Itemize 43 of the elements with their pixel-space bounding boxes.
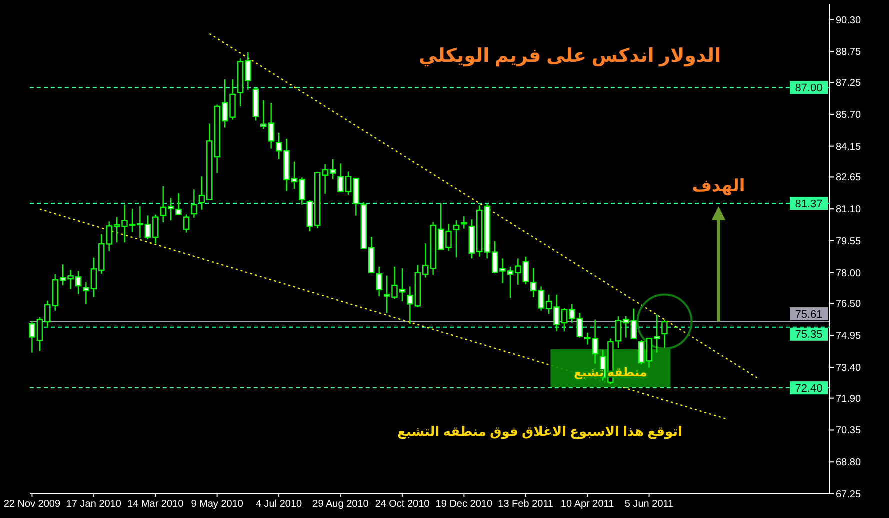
x-tick-label: 24 Oct 2010 <box>375 499 430 510</box>
ref-line-label: 75.35 <box>795 329 823 342</box>
y-tick-label: 70.35 <box>836 426 862 437</box>
y-tick-label: 81.10 <box>836 204 862 216</box>
y-tick-label: 79.55 <box>836 236 862 248</box>
y-tick-label: 90.30 <box>836 15 862 26</box>
candlestick <box>453 220 460 258</box>
x-tick-label: 4 Jul 2010 <box>256 499 303 510</box>
y-tick-label: 76.50 <box>836 299 862 310</box>
annotation: اتوقع هذا الاسبوع الاغلاق فوق منطقه التشبع <box>398 424 682 440</box>
ref-line-label: 87.00 <box>795 82 823 95</box>
y-tick-label: 85.70 <box>836 110 862 121</box>
x-tick-label: 14 Mar 2010 <box>128 499 184 510</box>
x-tick-label: 19 Dec 2010 <box>436 499 493 510</box>
y-tick-label: 88.75 <box>836 47 862 58</box>
candlestick <box>576 312 583 338</box>
candlestick <box>662 319 668 349</box>
y-tick-label: 71.90 <box>836 394 862 405</box>
x-tick-label: 29 Aug 2010 <box>312 499 370 510</box>
x-tick-label: 17 Jan 2010 <box>66 499 122 510</box>
y-tick-label: 87.25 <box>836 78 862 90</box>
candlestick <box>376 266 382 298</box>
candlestick <box>183 214 190 234</box>
x-tick-label: 5 Jun 2011 <box>624 499 674 510</box>
y-tick-label: 74.95 <box>836 331 862 342</box>
x-tick-label: 9 May 2010 <box>191 499 244 510</box>
ref-line-label: 75.61 <box>795 308 823 321</box>
candlestick <box>630 308 637 340</box>
y-tick-label: 84.15 <box>836 142 862 153</box>
text: الدولار اندكس على فريم الويكلي <box>418 46 722 67</box>
ref-line-label: 72.40 <box>795 382 823 395</box>
annotation: الهدف <box>692 176 746 197</box>
x-tick-label: 22 Nov 2009 <box>4 499 61 510</box>
x-tick-label: 13 Feb 2011 <box>498 499 554 510</box>
candlestick <box>191 188 198 219</box>
y-tick-label: 82.65 <box>836 172 862 184</box>
candlestick <box>461 216 468 230</box>
y-tick-label: 73.40 <box>836 362 862 374</box>
y-tick-label: 78.00 <box>836 268 862 280</box>
y-tick-label: 67.25 <box>836 490 862 500</box>
ref-line-label: 81.37 <box>795 198 823 210</box>
y-tick-label: 68.80 <box>836 458 862 469</box>
x-tick-label: 10 Apr 2011 <box>560 499 615 510</box>
